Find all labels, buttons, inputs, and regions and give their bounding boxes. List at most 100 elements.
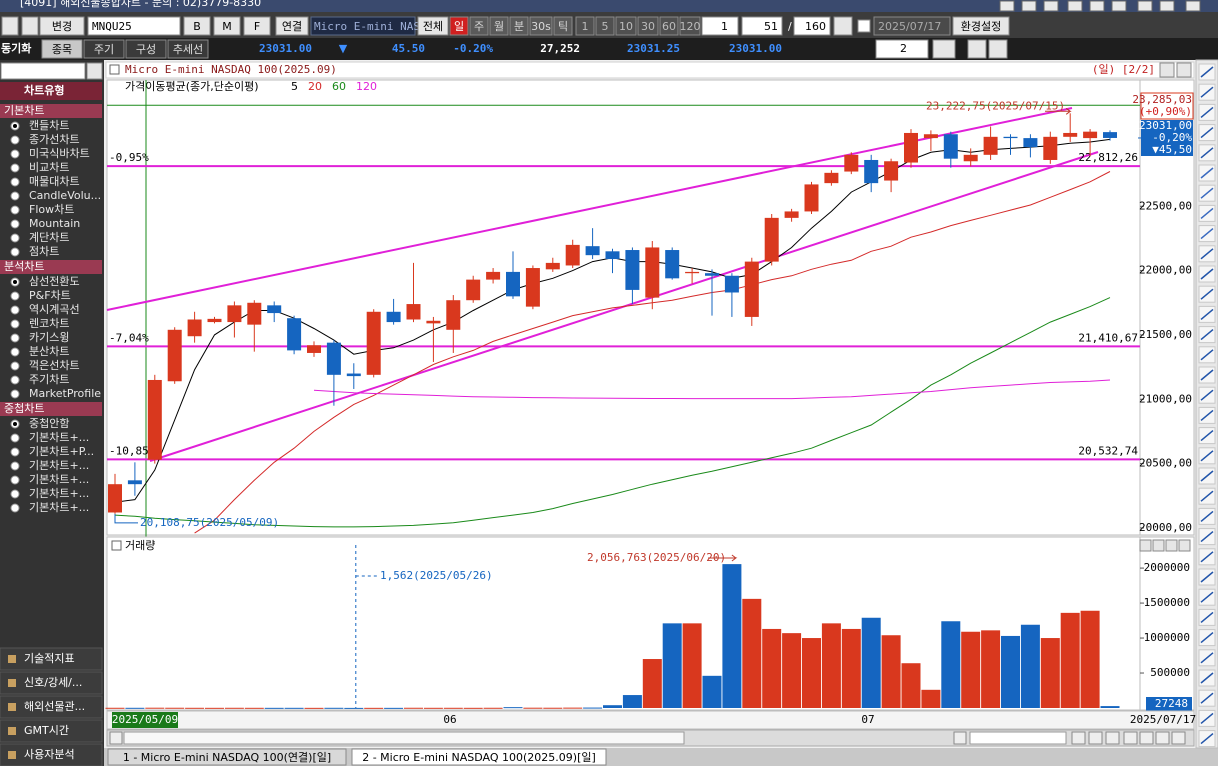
sidebar-button[interactable] [0,743,103,766]
window-button[interactable] [1185,0,1201,12]
period-button-label[interactable]: 분 [514,20,524,33]
checkbox[interactable] [857,19,871,33]
chart-type-item[interactable]: P&F차트 [29,289,71,302]
period-button-label[interactable]: 주 [474,20,484,33]
chart-type-item[interactable]: 분산차트 [29,345,69,358]
sidebar-button-label[interactable]: GMT시간 [24,724,69,737]
radio[interactable] [10,205,20,215]
window-button[interactable] [1067,0,1083,12]
sidebar-search[interactable] [0,62,86,80]
chart-type-item[interactable]: 매물대차트 [29,175,80,188]
interval-button-label[interactable]: 1 [582,20,589,33]
period-button-label[interactable]: 일 [454,19,464,33]
m-button[interactable] [213,16,241,36]
zoom-button[interactable] [1071,731,1086,745]
chart-type-item[interactable]: Mountain [29,217,80,230]
radio[interactable] [10,191,20,201]
chart-tab[interactable] [107,748,347,766]
interval-button[interactable] [679,16,701,36]
pane-button[interactable] [1159,62,1175,78]
config-tab[interactable] [83,39,125,59]
chart-type-item[interactable]: 역시계곡선 [29,303,80,316]
interval-button-label[interactable]: 5 [602,20,609,33]
link-button-label[interactable]: 연결 [282,20,302,33]
zoom-button[interactable] [1171,731,1186,745]
zoom-button[interactable] [1155,731,1170,745]
period-button[interactable] [553,16,573,36]
config-tab[interactable] [41,39,83,59]
chart-type-item[interactable]: 캔들차트 [29,119,69,132]
window-button[interactable] [999,0,1015,12]
period-button[interactable] [529,16,553,36]
close-button[interactable] [1176,62,1192,78]
radio[interactable] [10,361,20,371]
date-text[interactable]: 2025/07/17 [878,20,941,33]
radio[interactable] [10,433,20,443]
chart-type-item[interactable]: 삼선전환도 [29,275,80,288]
window-button[interactable] [1043,0,1059,12]
period-button[interactable] [489,16,509,36]
period-button-label[interactable]: 월 [494,20,504,33]
interval-button-label[interactable]: 120 [680,20,701,33]
chart-type-item[interactable]: 계단차트 [29,231,69,244]
radio[interactable] [10,163,20,173]
symbol-input[interactable] [87,16,181,36]
interval-button[interactable] [615,16,637,36]
zoom-button[interactable] [1139,731,1154,745]
sidebar-button-label[interactable]: 기술적지표 [24,652,75,665]
chart-type-item[interactable]: 기본차트+... [29,501,89,514]
interval-button-label[interactable]: 10 [619,20,633,33]
chart-type-item[interactable]: 기본차트+... [29,473,89,486]
scroll-right[interactable] [953,731,967,745]
pane-button[interactable] [1165,539,1178,552]
save-button[interactable] [967,39,987,59]
chart-type-item[interactable]: 렌코차트 [29,317,69,330]
radio[interactable] [10,475,20,485]
count-unit-input[interactable] [701,16,739,36]
layout-value[interactable]: 2 [900,42,907,55]
f-button-label[interactable]: F [254,20,260,33]
radio[interactable] [10,135,20,145]
chart-type-item[interactable]: Flow차트 [29,203,74,216]
pane-button[interactable] [1139,539,1152,552]
sidebar-button[interactable] [0,647,103,671]
scroll-left[interactable] [109,731,123,745]
chart-type-item[interactable]: 미국식바차트 [29,147,90,160]
chart-type-item[interactable]: 기본차트+... [29,487,89,500]
chart-tab-label[interactable]: 1 - Micro E-mini NASDAQ 100(연결)[일] [123,750,331,764]
count-input[interactable] [741,16,783,36]
export-button[interactable] [988,39,1008,59]
chart-type-item[interactable]: 카기스윙 [29,331,69,344]
config-tab[interactable] [125,39,167,59]
symbol-input-text[interactable]: MNQU25 [92,20,132,33]
radio[interactable] [10,291,20,301]
change-button[interactable] [39,16,85,36]
chart-type-item[interactable]: MarketProfile [29,387,101,400]
period-button-label[interactable]: 30s [531,20,551,33]
chart-type-item[interactable]: 주기차트 [29,373,69,386]
interval-button-label[interactable]: 60 [662,20,676,33]
settings-button-label[interactable]: 환경설정 [961,20,1001,33]
f-button[interactable] [243,16,271,36]
radio[interactable] [10,305,20,315]
add-button[interactable] [932,39,956,59]
sidebar-button-label[interactable]: 해외선물관... [24,699,85,713]
radio[interactable] [10,333,20,343]
sidebar-button[interactable] [0,671,103,695]
radio[interactable] [10,375,20,385]
interval-button[interactable] [637,16,659,36]
interval-button[interactable] [659,16,679,36]
scroll-thumb[interactable] [123,731,685,745]
chart-type-item[interactable]: 기본차트+P... [29,445,94,458]
count[interactable]: 51 [764,20,778,33]
window-button[interactable] [1021,0,1037,12]
b-button-label[interactable]: B [193,20,201,33]
pane-button[interactable] [1178,539,1191,552]
date-dropdown[interactable] [873,16,951,36]
period-button[interactable] [469,16,489,36]
chart-type-item[interactable]: CandleVolu... [29,189,101,202]
chart-type-item[interactable]: 비교차트 [29,161,69,174]
radio[interactable] [10,247,20,257]
search-button[interactable] [833,16,853,36]
chart-type-item[interactable]: 기본차트+... [29,431,89,444]
